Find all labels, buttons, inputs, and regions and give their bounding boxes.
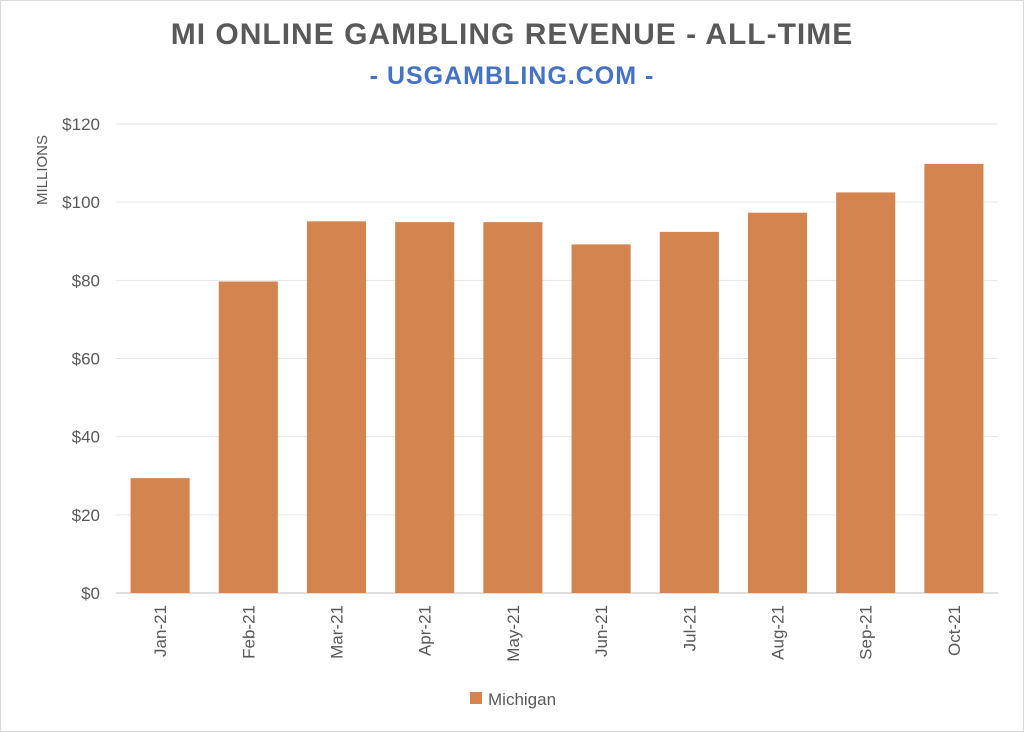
x-tick-label: Oct-21: [945, 605, 964, 656]
y-tick-label: $20: [72, 506, 100, 525]
x-tick-label: May-21: [504, 605, 523, 662]
chart-title: MI ONLINE GAMBLING REVENUE - ALL-TIME: [170, 18, 854, 51]
y-tick-label: $0: [81, 584, 100, 603]
legend-swatch: [470, 692, 482, 704]
y-tick-labels: $0 $20 $40 $60 $80 $100 $120: [62, 115, 100, 603]
bar: [571, 244, 631, 594]
chart-subtitle: - USGAMBLING.COM -: [369, 62, 655, 90]
y-tick-label: $80: [72, 271, 100, 290]
bars: [130, 163, 984, 594]
bar: [395, 222, 455, 593]
x-tick-label: Apr-21: [416, 605, 435, 656]
x-tick-label: Aug-21: [769, 605, 788, 660]
legend: Michigan: [470, 690, 556, 709]
y-tick-label: $120: [62, 115, 100, 134]
bar: [659, 231, 719, 593]
bar: [747, 212, 808, 593]
bar: [836, 192, 896, 594]
y-tick-label: $40: [72, 428, 100, 447]
bar: [924, 163, 984, 594]
bar: [218, 281, 278, 593]
bar: [130, 478, 190, 593]
x-tick-label: Jul-21: [680, 605, 699, 651]
x-tick-label: Feb-21: [239, 605, 258, 659]
x-tick-label: Jun-21: [592, 605, 611, 657]
bar: [483, 222, 543, 593]
y-tick-label: $100: [62, 193, 100, 212]
x-tick-labels: Jan-21 Feb-21 Mar-21 Apr-21 May-21 Jun-21 Jul-…: [151, 605, 964, 662]
x-tick-label: Sep-21: [857, 605, 876, 660]
y-tick-label: $60: [72, 350, 100, 369]
x-tick-label: Mar-21: [328, 605, 347, 659]
y-axis-label: MILLIONS: [34, 135, 51, 205]
legend-label: Michigan: [488, 690, 556, 709]
x-tick-label: Jan-21: [151, 605, 170, 657]
bar: [306, 221, 367, 593]
